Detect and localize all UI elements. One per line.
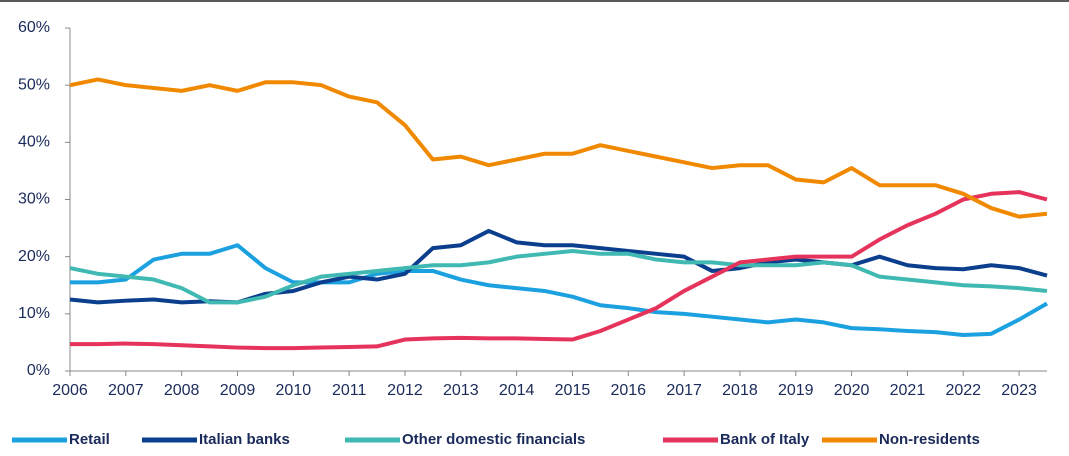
y-tick-label: 40% bbox=[18, 134, 50, 151]
x-tick-label: 2010 bbox=[276, 382, 312, 399]
y-tick-label: 20% bbox=[18, 248, 50, 265]
y-tick-label: 50% bbox=[18, 76, 50, 93]
x-tick-label: 2014 bbox=[499, 382, 535, 399]
y-tick-label: 60% bbox=[18, 19, 50, 36]
x-tick-label: 2007 bbox=[108, 382, 144, 399]
x-tick-label: 2023 bbox=[1001, 382, 1037, 399]
y-tick-label: 10% bbox=[18, 305, 50, 322]
y-tick-label: 30% bbox=[18, 191, 50, 208]
legend-label: Other domestic financials bbox=[402, 431, 585, 448]
x-tick-label: 2019 bbox=[778, 382, 814, 399]
x-tick-label: 2020 bbox=[834, 382, 870, 399]
legend-label: Non-residents bbox=[879, 431, 980, 448]
x-tick-label: 2022 bbox=[945, 382, 981, 399]
x-tick-label: 2013 bbox=[443, 382, 479, 399]
series-line bbox=[70, 190, 1048, 351]
x-tick-label: 2018 bbox=[722, 382, 758, 399]
y-tick-label: 0% bbox=[27, 362, 50, 379]
series-line bbox=[69, 228, 1048, 305]
series-line bbox=[69, 77, 1048, 219]
x-tick-label: 2015 bbox=[555, 382, 591, 399]
legend-label: Italian banks bbox=[199, 431, 290, 448]
x-tick-label: 2008 bbox=[164, 382, 200, 399]
x-tick-label: 2011 bbox=[332, 382, 367, 399]
legend-label: Retail bbox=[69, 431, 110, 448]
x-tick-label: 2021 bbox=[890, 382, 926, 399]
x-tick-label: 2009 bbox=[220, 382, 256, 399]
x-tick-label: 2016 bbox=[610, 382, 646, 399]
series-line bbox=[70, 243, 1048, 337]
series-line bbox=[69, 248, 1048, 305]
x-tick-label: 2012 bbox=[387, 382, 423, 399]
x-tick-label: 2006 bbox=[52, 382, 88, 399]
legend-label: Bank of Italy bbox=[720, 431, 810, 448]
x-tick-label: 2017 bbox=[666, 382, 702, 399]
